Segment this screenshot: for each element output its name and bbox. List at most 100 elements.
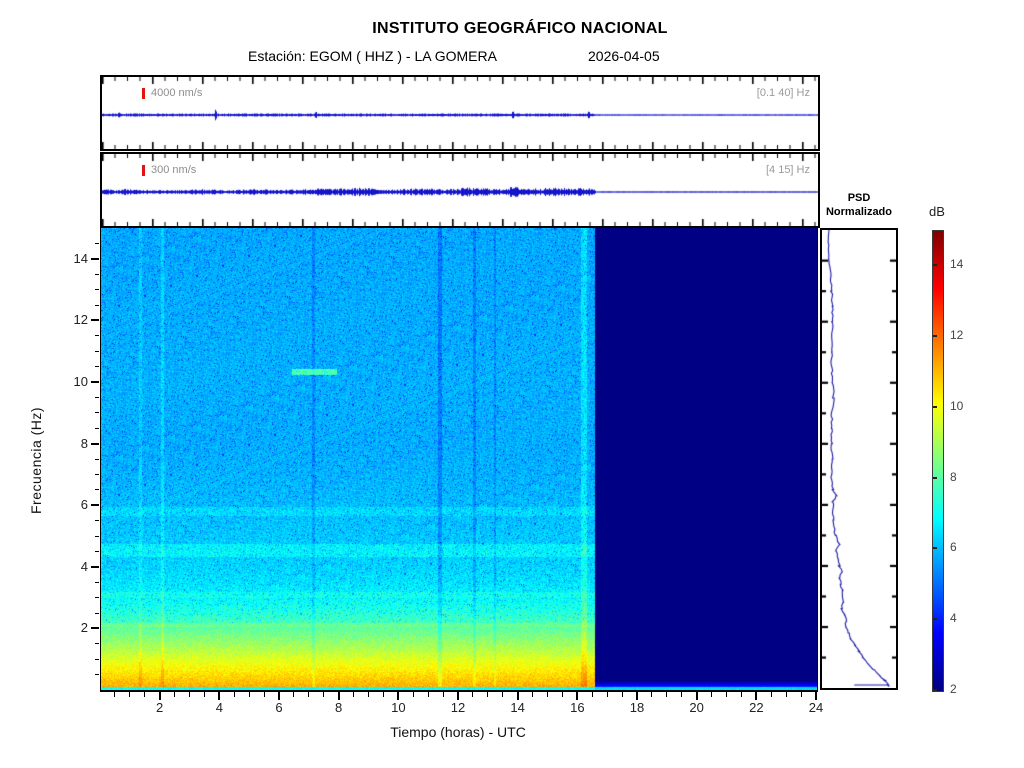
x-major-tick — [576, 692, 579, 700]
scale-label: 4000 nm/s — [151, 87, 203, 99]
y-minor-tick — [95, 581, 99, 583]
y-minor-tick — [95, 412, 99, 414]
y-minor-tick — [95, 366, 99, 368]
y-axis-title: Frecuencia (Hz) — [28, 406, 44, 514]
x-minor-tick — [382, 692, 384, 697]
x-major-tick — [397, 692, 400, 700]
colorbar-tick — [933, 476, 937, 479]
y-minor-tick — [95, 597, 99, 599]
x-minor-tick — [502, 692, 504, 697]
y-minor-tick — [95, 242, 99, 244]
y-minor-tick — [95, 396, 99, 398]
seismogram-broadband-trace — [102, 77, 818, 149]
colorbar-tick — [933, 547, 937, 550]
x-minor-tick — [740, 692, 742, 697]
y-minor-tick — [95, 304, 99, 306]
y-tick-label: 10 — [73, 374, 88, 389]
psd-panel-title: PSD Normalizado — [818, 192, 900, 220]
y-tick-label: 6 — [80, 497, 88, 513]
x-minor-tick — [666, 692, 668, 697]
x-minor-tick — [203, 692, 205, 697]
y-minor-tick — [95, 612, 99, 614]
x-minor-tick — [591, 692, 593, 697]
seismogram-filtered-panel: 300 nm/s [4 15] Hz — [100, 152, 820, 228]
filter-band-label: [4 15] Hz — [765, 164, 810, 176]
colorbar-tick-label: 2 — [950, 682, 957, 696]
x-minor-tick — [427, 692, 429, 697]
y-major-tick — [91, 504, 99, 507]
x-minor-tick — [189, 692, 190, 697]
x-tick-label: 4 — [215, 700, 223, 715]
x-tick-label: 6 — [275, 700, 283, 715]
y-minor-tick — [95, 473, 99, 475]
x-minor-tick — [532, 692, 534, 697]
date-label: 2026-04-05 — [588, 48, 660, 64]
x-minor-tick — [651, 692, 653, 697]
x-minor-tick — [442, 692, 444, 697]
scale-bar-icon — [142, 165, 145, 176]
x-minor-tick — [770, 692, 772, 697]
y-major-tick — [91, 627, 99, 630]
colorbar-tick-label: 12 — [950, 328, 964, 343]
x-major-tick — [695, 692, 698, 700]
y-major-tick — [91, 257, 99, 260]
psd-curve — [822, 230, 896, 688]
y-minor-tick — [95, 458, 99, 460]
colorbar-tick-label: 6 — [950, 540, 957, 555]
seismogram-filtered-trace — [102, 154, 818, 226]
x-tick-label: 20 — [689, 700, 704, 715]
x-major-tick — [218, 692, 221, 700]
x-minor-tick — [561, 692, 563, 697]
x-tick-label: 12 — [450, 700, 466, 715]
x-minor-tick — [800, 692, 802, 697]
colorbar-tick — [933, 618, 937, 621]
colorbar-tick — [933, 335, 937, 338]
x-tick-label: 14 — [510, 700, 525, 715]
psd-title-line1: PSD — [847, 192, 871, 204]
x-major-tick — [158, 692, 161, 700]
y-minor-tick — [95, 550, 99, 552]
x-minor-tick — [711, 692, 713, 697]
y-major-tick — [91, 442, 99, 445]
x-major-tick — [755, 692, 758, 700]
station-label: Estación: EGOM ( HHZ ) - LA GOMERA — [248, 48, 497, 64]
y-major-tick — [91, 319, 99, 322]
x-minor-tick — [412, 692, 414, 697]
x-minor-tick — [174, 692, 176, 697]
x-tick-label: 16 — [570, 700, 585, 715]
y-minor-tick — [95, 289, 99, 291]
y-tick-label: 2 — [80, 620, 88, 636]
colorbar-tick — [933, 264, 937, 267]
y-minor-tick — [95, 427, 99, 429]
x-tick-label: 10 — [391, 700, 406, 715]
x-major-tick — [337, 692, 340, 700]
y-major-tick — [91, 381, 99, 383]
y-minor-tick — [95, 535, 99, 537]
y-minor-tick — [95, 335, 99, 337]
y-minor-tick — [95, 489, 99, 491]
x-minor-tick — [621, 692, 623, 697]
y-major-tick — [91, 565, 99, 568]
x-minor-tick — [353, 692, 355, 697]
colorbar-tick-label: 4 — [950, 611, 957, 626]
filter-band-label: [0.1 40] Hz — [756, 87, 810, 99]
y-minor-tick — [95, 273, 99, 275]
x-tick-label: 8 — [335, 700, 343, 715]
psd-normalized-panel — [820, 228, 898, 690]
x-tick-label: 2 — [156, 700, 164, 715]
colorbar — [932, 230, 944, 692]
y-minor-tick — [95, 658, 99, 660]
x-minor-tick — [785, 692, 787, 697]
scale-label: 300 nm/s — [151, 164, 197, 176]
colorbar-tick-label: 10 — [950, 398, 964, 413]
x-minor-tick — [233, 692, 235, 697]
x-minor-tick — [263, 692, 265, 697]
y-tick-label: 12 — [73, 312, 88, 328]
x-major-tick — [278, 692, 280, 700]
x-minor-tick — [547, 692, 548, 697]
x-minor-tick — [114, 692, 116, 697]
y-tick-label: 14 — [73, 250, 88, 266]
scale-bar-icon — [142, 88, 145, 99]
x-major-tick — [636, 692, 638, 700]
